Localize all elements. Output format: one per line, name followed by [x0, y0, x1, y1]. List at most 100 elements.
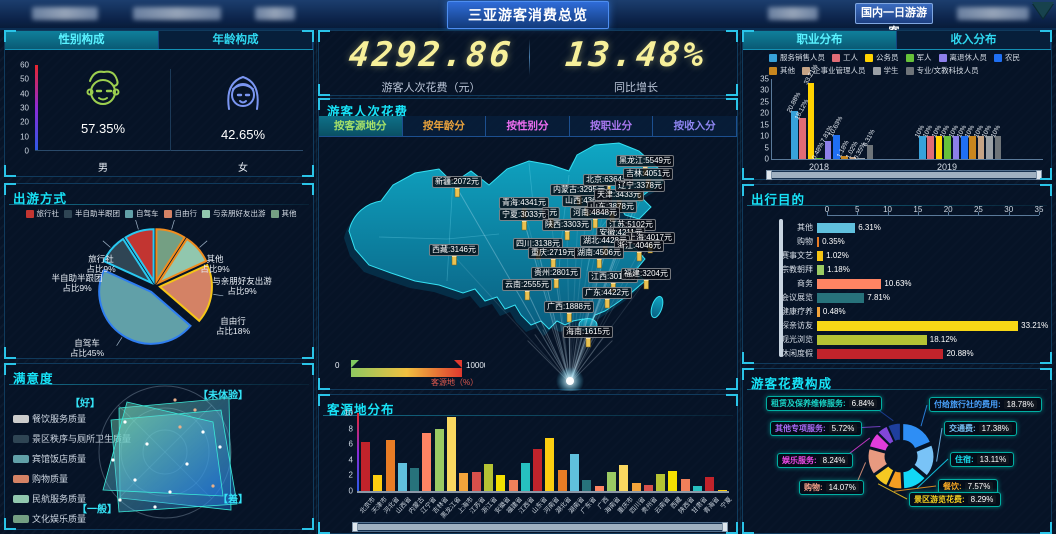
bar-江西省 [520, 462, 530, 491]
category-label: 会议展览 [781, 293, 813, 302]
domestic-day-tour-button[interactable]: 国内一日游游客 [855, 3, 933, 38]
purpose-row-观光浏览: 观光浏览 18.12% [743, 333, 1051, 346]
map-label-辽宁: 辽宁:3378元 [614, 180, 666, 192]
map-tab-2[interactable]: 按年龄分 [402, 116, 487, 136]
legend-item: 宾馆饭店质量 [13, 452, 131, 465]
bar-商务 [817, 278, 882, 289]
purpose-row-健康疗养: 健康疗养 0.48% [743, 305, 1051, 318]
kpi-spend-value: 4292.86 [346, 35, 516, 75]
nav-item-redacted[interactable] [133, 7, 221, 20]
panel-title: 游客花费构成 [751, 377, 833, 391]
category-label: 商务 [797, 279, 813, 288]
satisfaction-panel: 满意度 餐饮服务质量 景区秩序与厕所卫生质量 宾馆饭店质量 购物质量 民航服务质量 文化娱… [4, 363, 314, 530]
bar-slot-江苏省: 江苏省 [469, 413, 487, 515]
map-label-湖南: 湖南:4506元 [573, 247, 625, 259]
bar-海南省 [606, 472, 616, 491]
nav-item-redacted[interactable] [255, 7, 295, 20]
bar-内蒙古 [410, 467, 420, 491]
map-label-广西: 广西:1888元 [543, 301, 595, 313]
bar-2018-学生 [858, 158, 865, 159]
travel-mode-legend: 旅行社 半自助半跟团 自驾车 自由行 与亲朋好友出游 其他 [11, 208, 311, 219]
purpose-row-宗教朝拜: 宗教朝拜 1.18% [743, 263, 1051, 276]
bar-value-label: 18.12% [929, 335, 957, 344]
category-label: 宗教朝拜 [781, 265, 813, 274]
bar-吉林省 [434, 429, 444, 491]
bar-slot-西藏: 西藏 [668, 413, 684, 510]
bar-slot-浙江省: 浙江省 [481, 413, 499, 515]
bar-山东省 [533, 448, 543, 491]
bar-value-label: 6.31% [858, 223, 881, 232]
female-label: 女 [238, 163, 248, 174]
bar-辽宁省 [422, 432, 432, 491]
pie-slice-与亲朋好友出游 [156, 237, 208, 286]
bar-山西省 [397, 462, 407, 491]
y-tick: 30 [20, 103, 29, 113]
donut-slice-购物 [867, 448, 889, 475]
y-tick: 10 [20, 132, 29, 142]
legend-item: 民航服务质量 [13, 492, 131, 505]
bar-湖南省 [570, 454, 580, 491]
x-tick: 10 [883, 205, 893, 214]
travel-mode-panel: 出游方式 旅行社 半自助半跟团 自驾车 自由行 与亲朋好友出游 其他 旅行社 占比9% 半自助… [4, 183, 314, 359]
bar-slot-江西省: 江西省 [518, 413, 536, 515]
occupation-legend: 服务销售人员 工人 公务员 军人 离退休人员 农民 其他 企事业管理人员 学生 专业/文教科技人员 [769, 52, 1047, 76]
occupation-datazoom-slider[interactable] [766, 170, 1042, 180]
map-legend: 0 10000 客源地（%） [335, 358, 489, 393]
bar-浙江省 [483, 464, 493, 491]
bar-slot-湖南省: 湖南省 [567, 413, 585, 515]
bar-宗教朝拜 [817, 264, 825, 275]
purpose-row-赛事文艺: 赛事文艺 1.02% [743, 249, 1051, 262]
bar-贵州省 [643, 484, 653, 491]
purpose-row-会议展览: 会议展览 7.81% [743, 291, 1051, 304]
donut-slice-景区游览花费 [874, 465, 895, 487]
bar-value-label: 1.18% [827, 265, 850, 274]
map-tab-3[interactable]: 按性别分 [486, 116, 570, 136]
spend-label-景区游览花费: 景区游览花费: 8.29% [909, 492, 1002, 507]
map-tab-5[interactable]: 按收入分 [653, 116, 737, 136]
occupation-income-panel: 职业分布 收入分布 服务销售人员 工人 公务员 军人 离退休人员 农民 其他 企事业管理人员学… [742, 30, 1052, 180]
tab-gender[interactable]: 性别构成 [5, 31, 159, 49]
bar-slot-辽宁省: 辽宁省 [420, 413, 438, 515]
bar-2019-专业/文教科技人员 [994, 136, 1002, 159]
category-label: 健康疗养 [781, 307, 813, 316]
tab-age[interactable]: 年龄构成 [159, 31, 313, 49]
source-datazoom-slider[interactable] [352, 522, 728, 532]
legend-item: 景区秩序与厕所卫生质量 [13, 432, 131, 445]
bar-value-label: 10.63% [884, 279, 912, 288]
map-tab-4[interactable]: 按职业分 [569, 116, 654, 136]
nav-item-redacted[interactable] [32, 7, 98, 20]
purpose-row-其他: 其他 6.31% [743, 221, 1051, 234]
category-label: 购物 [797, 237, 813, 246]
chevron-down-icon[interactable] [1032, 2, 1054, 18]
tab-occupation[interactable]: 职业分布 [743, 31, 897, 49]
map-tab-1[interactable]: 按客源地分 [319, 116, 403, 136]
bar-2019-公务员 [935, 136, 943, 159]
bar-福建省 [508, 480, 518, 491]
travel-mode-pie [98, 220, 224, 346]
y-axis [35, 65, 38, 151]
bar-value-label: 7.81% [867, 293, 890, 302]
y-tick: 50 [20, 74, 29, 84]
bars-area: 北京市 天津市 河北省 山西省 内蒙古 辽宁省 吉林省 黑龙江省 上海市 江苏省 浙江省 安徽省 福建省… [358, 413, 733, 520]
pie-slice-自由行 [158, 263, 213, 323]
bar-2018-其他 [841, 156, 848, 159]
category-label: 其他 [797, 223, 813, 232]
nav-item-redacted[interactable] [768, 7, 818, 20]
bar-slot-山西省: 山西省 [395, 413, 413, 515]
bar-江苏省 [471, 472, 481, 491]
bar-slot-吉林省: 吉林省 [432, 413, 450, 515]
bar-2018-专业/文教科技人员 [866, 144, 874, 159]
spend-label-其他专项服务: 其他专项服务: 5.72% [770, 421, 863, 436]
bar-云南省 [656, 473, 666, 491]
bar-slot-上海市: 上海市 [457, 413, 475, 515]
bar-2018-服务销售人员 [791, 111, 798, 159]
y-tick: 2 [348, 470, 353, 480]
kpi-growth-label: 同比增长 [614, 82, 658, 94]
bar-2019-企事业管理人员 [977, 136, 985, 159]
map-label-新疆: 新疆:2072元 [431, 176, 483, 188]
bar-value-label: 33.21% [1021, 321, 1049, 330]
legend-item: 离退休人员 [938, 52, 987, 63]
map-label-吉林: 吉林:4051元 [622, 168, 674, 180]
nav-item-redacted[interactable] [957, 7, 1029, 20]
purpose-datazoom-slider[interactable] [779, 219, 783, 357]
